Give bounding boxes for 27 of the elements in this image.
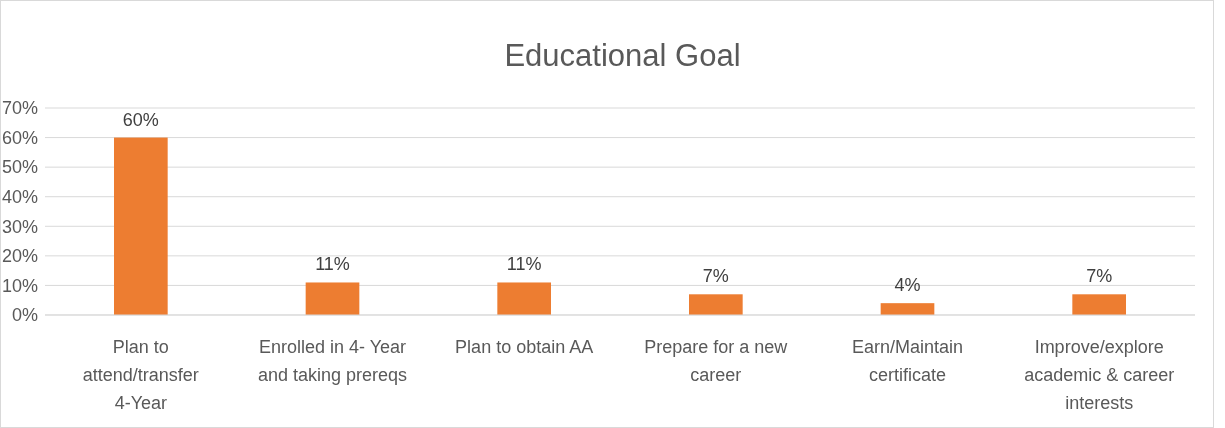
x-tick-label: Plan to attend/transfer 4-Year <box>82 337 199 413</box>
y-tick-label: 30% <box>1 216 38 237</box>
bar <box>305 282 360 315</box>
x-tick-label: Prepare for a new career <box>644 337 789 385</box>
data-label: 60% <box>122 109 159 130</box>
data-label: 11% <box>315 254 350 275</box>
y-tick-label: 40% <box>1 187 38 208</box>
y-tick-label: 0% <box>11 305 38 326</box>
y-tick-label: 20% <box>1 246 38 267</box>
data-label: 7% <box>1086 266 1113 287</box>
bar <box>497 282 551 315</box>
x-tick-label: Improve/explore academic & career interests <box>1024 337 1175 413</box>
x-tick-label: Earn/Maintain certificate <box>851 337 964 385</box>
x-tick-label: Enrolled in 4- Year and taking prereqs <box>257 337 408 385</box>
y-tick-label: 10% <box>1 275 38 296</box>
data-label: 11% <box>506 254 542 275</box>
x-tick-label: Plan to obtain AA <box>455 337 594 357</box>
data-label: 7% <box>702 266 729 287</box>
chart-title: Educational Goal <box>504 38 741 73</box>
data-label: 4% <box>894 275 921 296</box>
bar <box>880 303 935 315</box>
bar <box>114 137 168 315</box>
y-tick-label: 60% <box>1 127 38 148</box>
bar <box>1072 294 1126 315</box>
y-tick-label: 50% <box>1 157 38 178</box>
y-tick-label: 70% <box>1 98 38 119</box>
bar <box>689 294 743 315</box>
